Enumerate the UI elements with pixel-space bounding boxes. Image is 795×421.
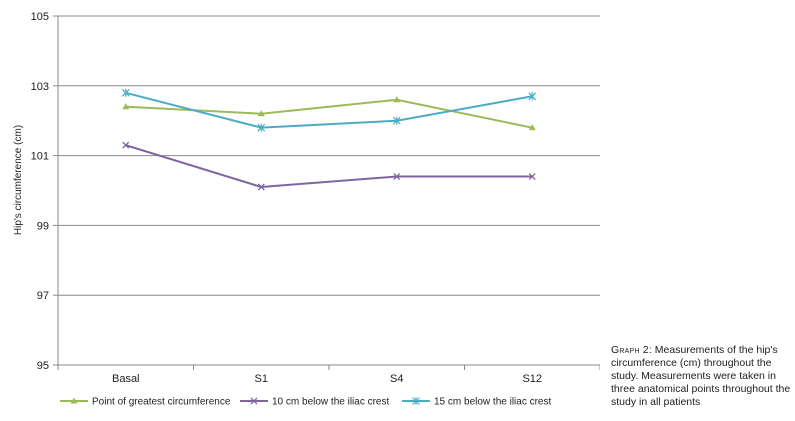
data-point-marker [393, 173, 401, 180]
caption-text: Measurements of the hip's circumference … [611, 344, 791, 408]
figure-caption: Graph 2: Measurements of the hip's circu… [611, 344, 795, 409]
legend-item: Point of greatest circumference [60, 397, 231, 408]
x-tick-labels: Basal S1 S4 S12 [112, 373, 542, 385]
caption-lead: Graph 2: [611, 344, 652, 356]
y-tick-label: 99 [37, 220, 49, 232]
series-line [125, 144, 533, 189]
data-point-marker [257, 110, 265, 117]
series-line [125, 91, 533, 129]
y-tick-label: 101 [31, 151, 49, 163]
x-tick-label: Basal [112, 373, 140, 385]
x-tick-label: S4 [390, 373, 403, 385]
gridlines [53, 15, 600, 370]
y-tick-label: 103 [31, 81, 49, 93]
data-point-marker [393, 96, 401, 103]
data-point-marker [257, 183, 265, 191]
legend-label: Point of greatest circumference [92, 397, 231, 408]
data-point-marker [122, 141, 130, 149]
data-point-marker [257, 123, 266, 132]
legend-item: 10 cm below the iliac crest [240, 397, 389, 408]
line-chart: 95 97 99 101 103 105 Basal S1 S4 S12 Point of gr… [13, 11, 600, 408]
data-point-marker [122, 103, 130, 110]
series-group [121, 88, 537, 191]
y-tick-labels: 95 97 99 101 103 105 [31, 11, 49, 372]
legend-label: 10 cm below the iliac crest [272, 397, 389, 408]
legend-item: 15 cm below the iliac crest [402, 397, 551, 408]
data-point-marker [528, 173, 536, 180]
series-2 [122, 141, 536, 191]
data-point-marker [70, 397, 78, 404]
series-3 [121, 88, 537, 132]
data-point-marker [412, 397, 420, 405]
data-point-marker [528, 124, 536, 131]
y-tick-label: 95 [37, 360, 49, 372]
data-point-marker [528, 92, 537, 101]
data-point-marker [392, 116, 401, 125]
y-tick-label: 105 [31, 11, 49, 23]
legend-label: 15 cm below the iliac crest [434, 397, 551, 408]
data-point-marker [121, 88, 130, 97]
y-axis-label: Hip's circumference (cm) [13, 125, 24, 235]
x-tick-label: S12 [522, 373, 542, 385]
x-tick-label: S1 [255, 373, 268, 385]
legend: Point of greatest circumference 10 cm bel… [60, 397, 551, 408]
data-point-marker [250, 397, 258, 405]
y-tick-label: 97 [37, 290, 49, 302]
